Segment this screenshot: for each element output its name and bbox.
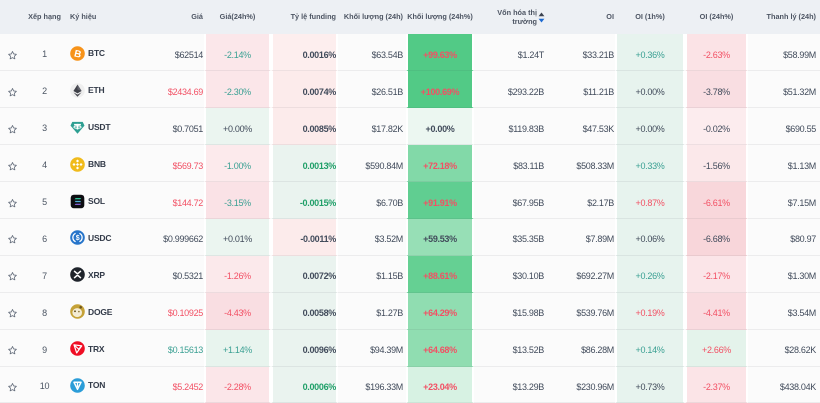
svg-text:$: $: [76, 235, 80, 242]
svg-text:B: B: [73, 48, 82, 60]
